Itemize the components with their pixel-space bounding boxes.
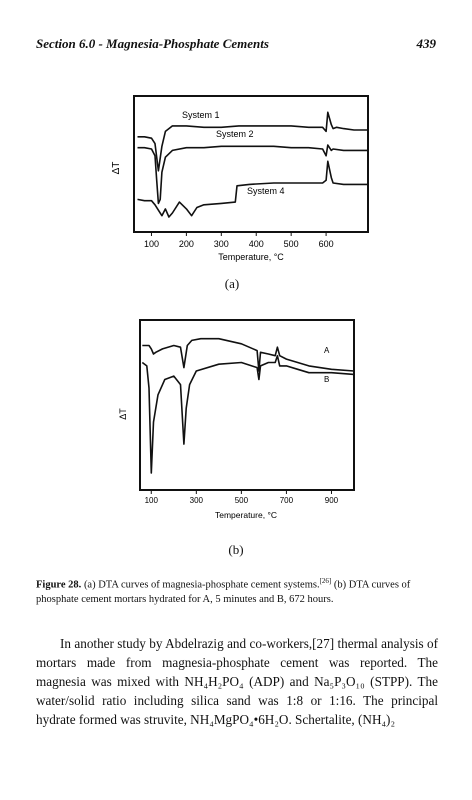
- figure-a-ylabel: ΔT: [111, 162, 122, 175]
- series-line-a: [142, 337, 355, 372]
- x-tick-label: 200: [179, 239, 194, 249]
- caption-ref: [26]: [319, 577, 332, 585]
- series-line-system-2: [137, 144, 368, 205]
- x-tick-label: 300: [190, 496, 204, 505]
- caption-text-2: (b) DTA curves of phosphate cement morta…: [36, 579, 411, 605]
- x-tick-label: 600: [319, 239, 334, 249]
- page-number: 439: [416, 36, 437, 51]
- figure-a-sublabel: (a): [224, 276, 240, 291]
- figure-a-label-system-2: System 2: [216, 129, 254, 139]
- figure-b-xlabel: Temperature, °C: [215, 510, 277, 520]
- x-tick-label: 700: [280, 496, 294, 505]
- figure-b-ylabel: ΔT: [118, 408, 128, 420]
- figure-b-label-b: B: [324, 375, 329, 384]
- caption-label: Figure 28.: [36, 579, 82, 591]
- x-tick-label: 500: [235, 496, 249, 505]
- figure-b-chart: ΔT 100 300 500 700 900 Temperature, °C A B: [118, 319, 355, 520]
- page-header: Section 6.0 - Magnesia-Phosphate Cements…: [36, 36, 436, 56]
- series-line-system-1: [137, 111, 368, 172]
- x-tick-label: 900: [325, 496, 339, 505]
- figure-caption: Figure 28. (a) DTA curves of magnesia-ph…: [36, 574, 438, 607]
- figure-a-chart: ΔT 100 200 300 400 500 600 Temperature, °C Sy…: [111, 95, 369, 262]
- caption-text-1: (a) DTA curves of magnesia-phosphate cem…: [83, 579, 320, 591]
- x-tick-label: 100: [144, 239, 159, 249]
- figure-a-label-system-4: System 4: [247, 186, 285, 196]
- figure-b-sublabel: (b): [228, 542, 244, 557]
- section-title: Section 6.0 - Magnesia-Phosphate Cements: [36, 36, 269, 51]
- figure-a-xlabel: Temperature, °C: [218, 252, 284, 262]
- x-tick-label: 400: [249, 239, 264, 249]
- series-line-system-4: [137, 160, 368, 218]
- x-tick-label: 500: [284, 239, 299, 249]
- figure-a-frame: [133, 95, 369, 233]
- x-tick-label: 100: [145, 496, 159, 505]
- figure-b-label-a: A: [324, 346, 330, 355]
- series-line-b: [141, 354, 355, 474]
- figure-b-frame: [139, 319, 355, 491]
- x-tick-label: 300: [214, 239, 229, 249]
- body-paragraph: In another study by Abdelrazig and co-wo…: [36, 636, 438, 727]
- figure-a-label-system-1: System 1: [182, 110, 220, 120]
- body-text: In another study by Abdelrazig and co-wo…: [36, 634, 438, 729]
